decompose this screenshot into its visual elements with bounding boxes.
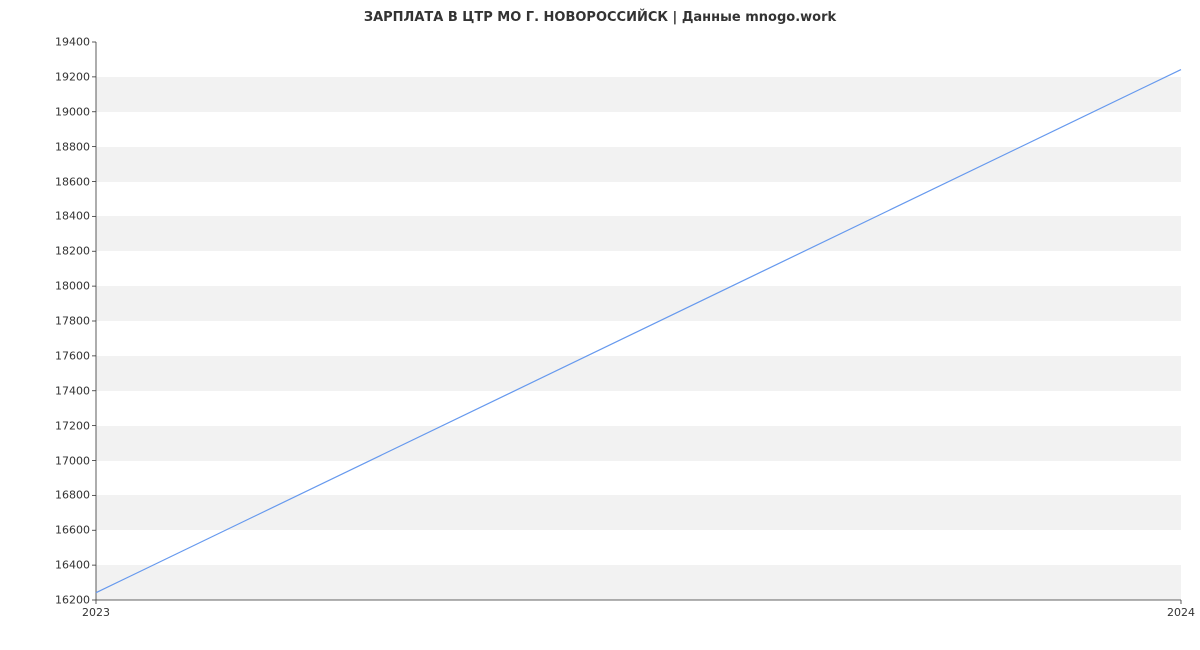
y-tick-label: 17200 (55, 419, 96, 432)
y-tick-label: 18800 (55, 140, 96, 153)
y-tick-label: 19200 (55, 70, 96, 83)
y-tick-label: 16600 (55, 524, 96, 537)
y-tick-label: 18200 (55, 245, 96, 258)
y-tick-label: 17400 (55, 384, 96, 397)
x-tick-label: 2024 (1167, 600, 1195, 619)
chart-svg (96, 42, 1181, 600)
y-tick-label: 18600 (55, 175, 96, 188)
y-tick-label: 17800 (55, 315, 96, 328)
y-tick-label: 16400 (55, 559, 96, 572)
chart-title: ЗАРПЛАТА В ЦТР МО Г. НОВОРОССИЙСК | Данн… (0, 10, 1200, 25)
y-tick-label: 17000 (55, 454, 96, 467)
y-tick-label: 19000 (55, 105, 96, 118)
y-tick-label: 18000 (55, 280, 96, 293)
plot-area: 1620016400166001680017000172001740017600… (96, 42, 1181, 600)
y-tick-label: 16800 (55, 489, 96, 502)
series-line (96, 70, 1181, 593)
y-tick-label: 19400 (55, 36, 96, 49)
y-tick-label: 18400 (55, 210, 96, 223)
x-tick-label: 2023 (82, 600, 110, 619)
y-tick-label: 17600 (55, 349, 96, 362)
